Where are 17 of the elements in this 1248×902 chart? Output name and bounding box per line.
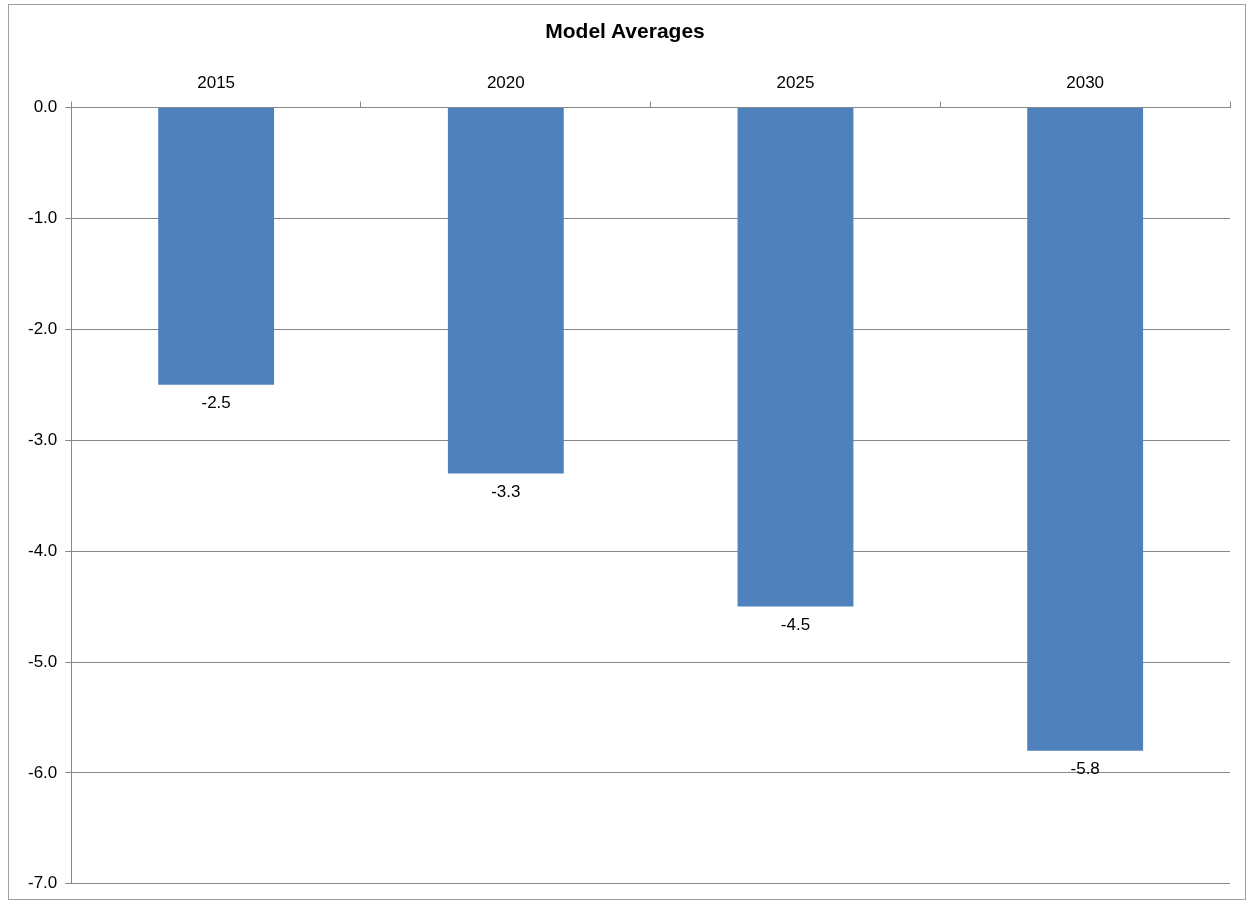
chart-title: Model Averages [545,19,705,43]
y-tick-label: -5.0 [28,651,58,671]
y-tick-label: -1.0 [28,208,58,228]
x-tick-label: 2015 [197,73,236,93]
y-tick-label: -3.0 [28,429,58,449]
y-tick-label: -7.0 [28,873,58,893]
y-tick-label: -6.0 [28,762,58,782]
y-tick-label: -4.0 [28,540,58,560]
data-label: -4.5 [780,614,811,634]
x-tick-label: 2025 [776,73,815,93]
y-tick-label: -2.0 [28,319,58,339]
data-label: -5.8 [1070,758,1100,778]
y-tick-label: 0.0 [33,97,58,117]
data-label: -2.5 [201,393,231,412]
data-label: -3.3 [491,481,521,501]
x-tick-label: 2020 [486,73,525,93]
x-tick-label: 2030 [1066,73,1105,93]
